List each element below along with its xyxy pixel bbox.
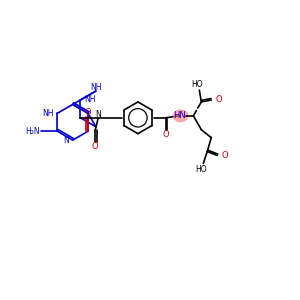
Text: O: O [85, 108, 92, 117]
Text: O: O [162, 130, 169, 139]
Text: NH: NH [84, 95, 96, 104]
Text: HO: HO [191, 80, 203, 88]
Text: HO: HO [196, 165, 207, 174]
Text: NH: NH [90, 82, 102, 91]
Text: O: O [221, 151, 228, 160]
Ellipse shape [172, 110, 188, 122]
Text: HN: HN [173, 111, 186, 120]
Text: N: N [63, 136, 69, 145]
Text: NH: NH [42, 109, 53, 118]
Text: N: N [95, 110, 101, 119]
Text: H₂N: H₂N [25, 127, 39, 136]
Text: O: O [215, 95, 222, 104]
Text: O: O [92, 142, 99, 151]
